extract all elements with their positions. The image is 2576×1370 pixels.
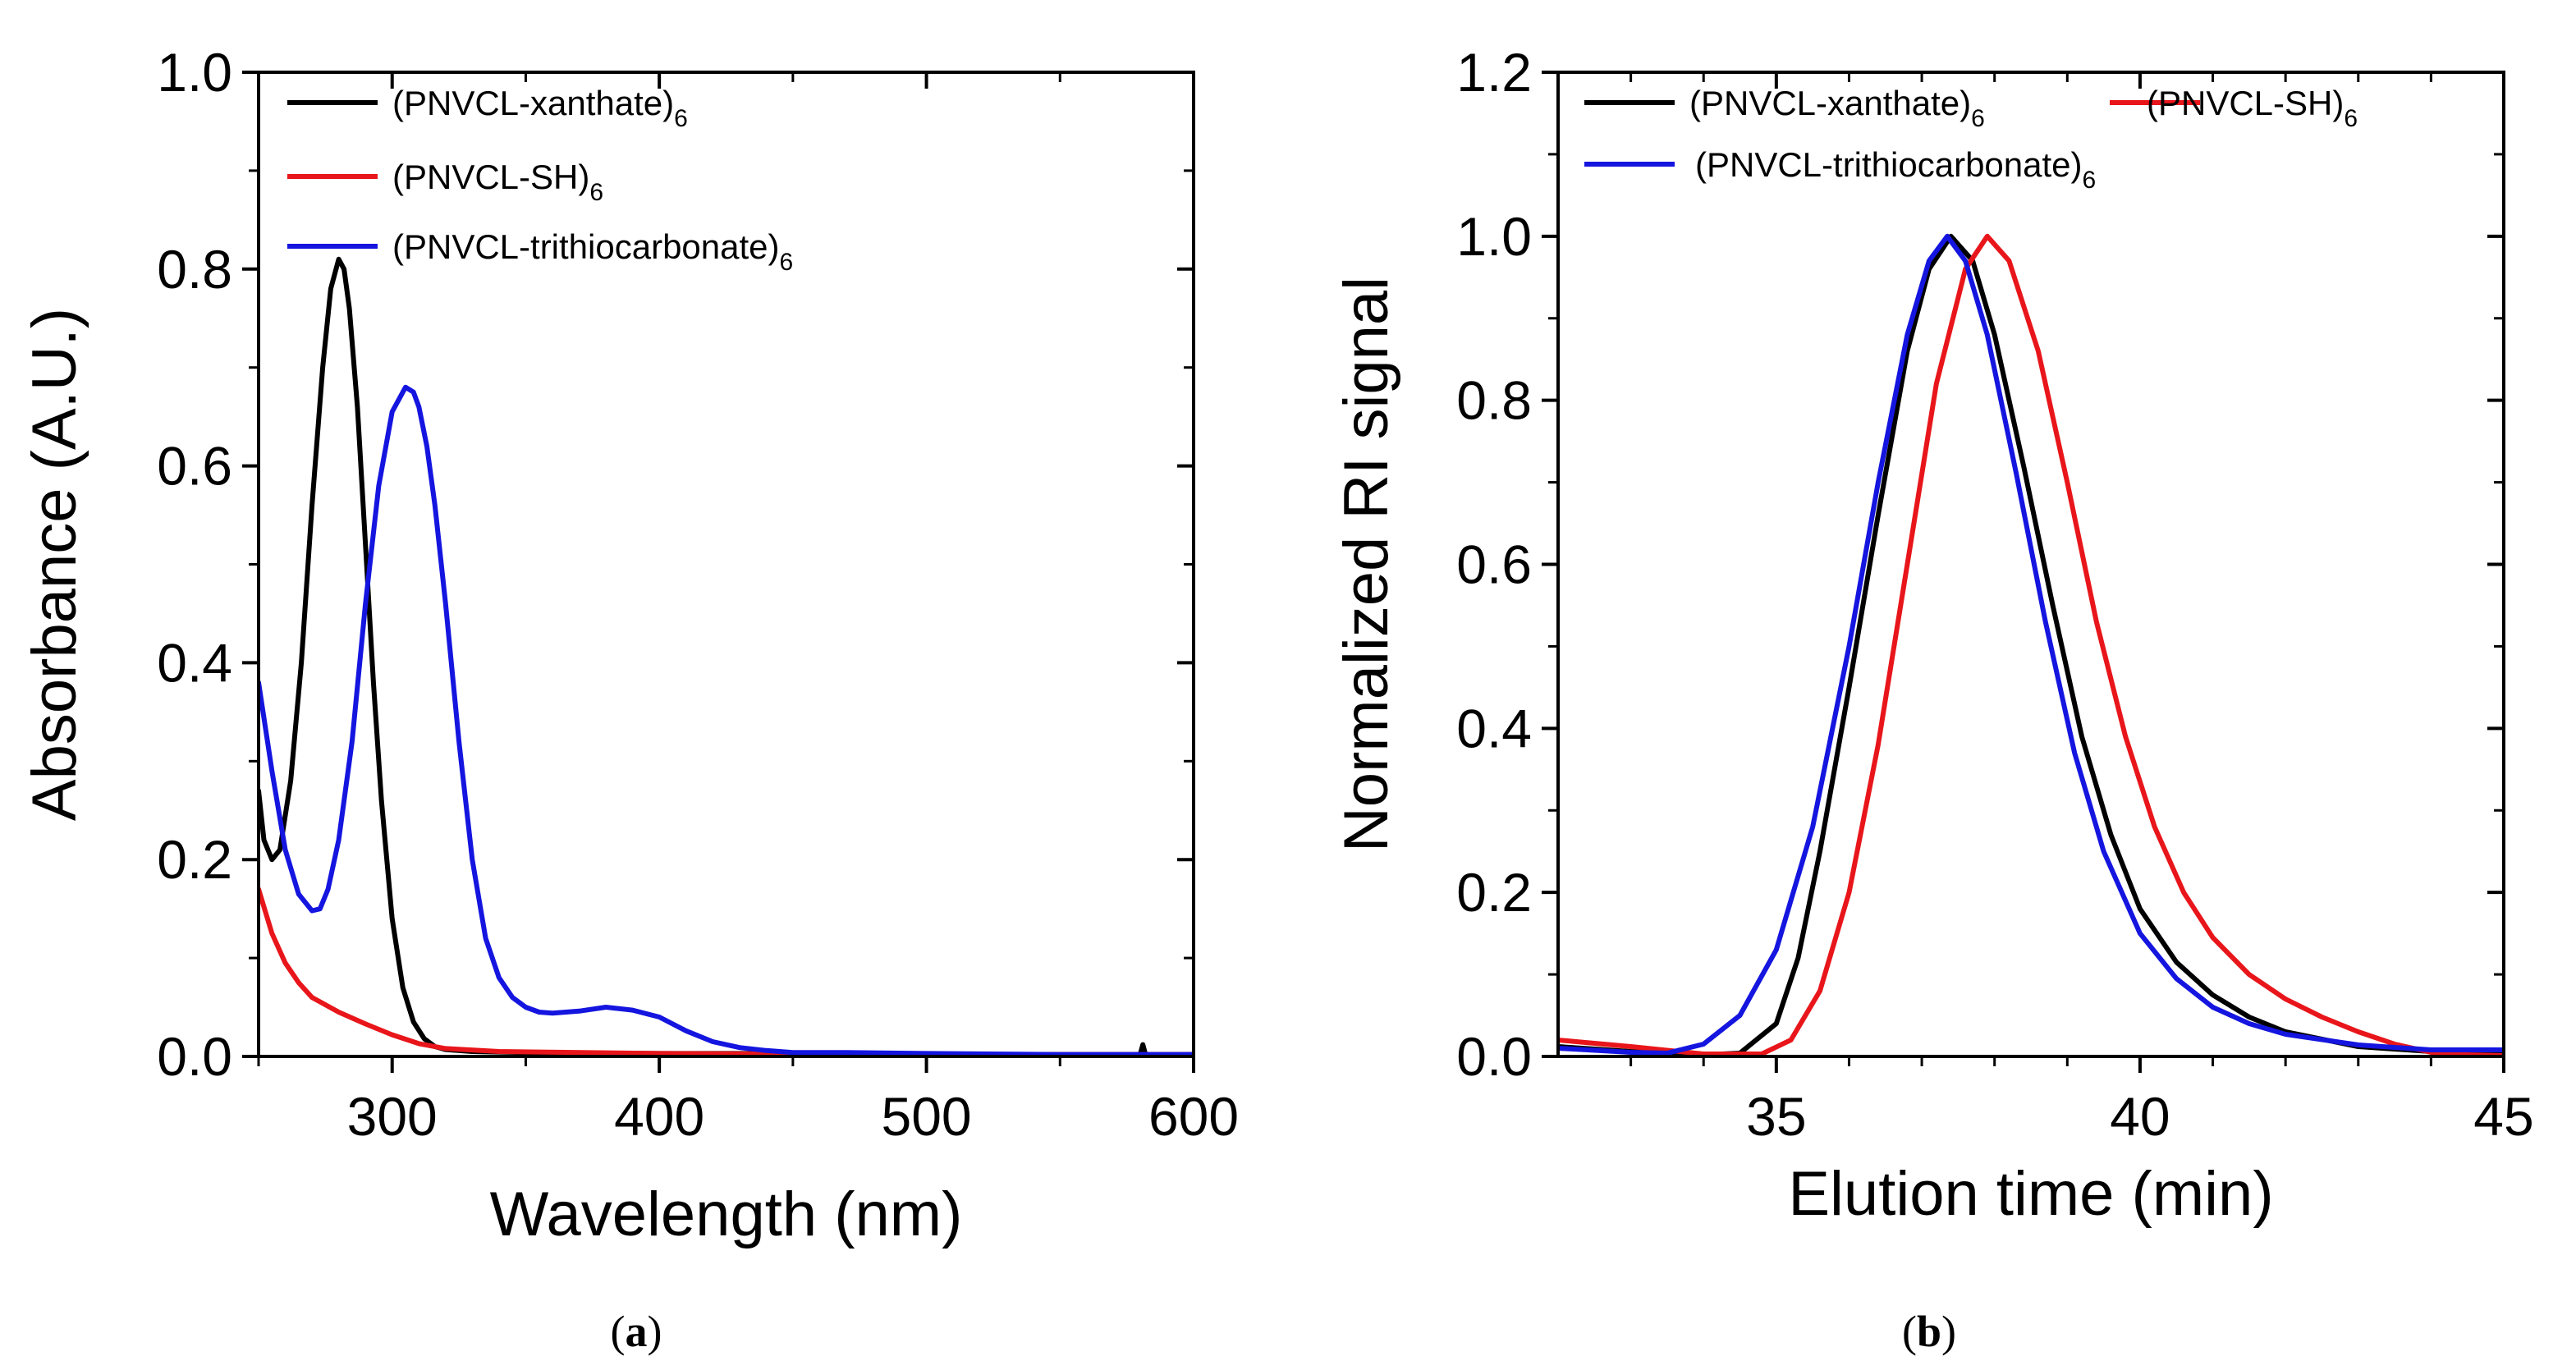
x-axis-title: Elution time (min) [1788,1159,2273,1229]
legend-label-subscript: 6 [589,179,603,206]
x-tick-label: 600 [1148,1086,1239,1147]
legend-label: (PNVCL-SH)6 [2147,84,2358,132]
legend-label-subscript: 6 [2344,105,2358,132]
panel-label-letter: b [1917,1307,1941,1356]
legend-label: (PNVCL-xanthate)6 [392,84,688,132]
legend-label-text: (PNVCL-xanthate) [1689,84,1971,122]
x-tick-label: 500 [882,1086,972,1147]
series-line-1 [259,887,1194,1056]
x-tick-label: 40 [2110,1086,2170,1147]
y-tick-label: 0.2 [1456,862,1532,923]
x-axis-title: Wavelength (nm) [490,1180,963,1249]
legend-label-subscript: 6 [674,105,688,132]
x-tick-label: 35 [1746,1086,1806,1147]
legend-label-text: (PNVCL-SH) [2147,84,2344,122]
plot-frame [1556,71,2505,1058]
y-tick-label: 0.4 [157,632,232,693]
legend-label: (PNVCL-trithiocarbonate)6 [1695,145,2096,194]
series-line-0 [259,256,1194,1056]
panel-label-close: ) [648,1307,662,1356]
y-tick-label: 0.0 [157,1026,232,1087]
y-tick-label: 1.0 [157,42,232,103]
y-axis-title: Normalized RI signal [1332,277,1401,852]
y-tick-label: 1.0 [1456,206,1532,267]
series-line-1 [1558,233,2504,1056]
y-axis-title: Absorbance (A.U.) [20,308,89,821]
series-line-0 [1558,233,2504,1056]
y-tick-label: 0.4 [1456,698,1532,758]
series-line-2 [1558,233,2504,1056]
panel-label-close: ) [1941,1307,1956,1356]
panel-label-open: ( [611,1307,626,1356]
legend-label-text: (PNVCL-trithiocarbonate) [392,227,780,266]
legend-label-subscript: 6 [2083,167,2097,194]
x-tick-label: 300 [347,1086,438,1147]
y-tick-label: 0.0 [1456,1026,1532,1087]
legend-label-subscript: 6 [1971,105,1985,132]
y-tick-label: 0.2 [157,829,232,890]
panel-label: (a) [611,1307,662,1356]
y-tick-label: 0.6 [1456,534,1532,595]
series-line-2 [259,384,1194,1056]
y-tick-label: 1.2 [1456,42,1532,103]
panel-label: (b) [1902,1307,1956,1356]
legend-label-subscript: 6 [780,249,794,276]
plot-frame [257,71,1195,1058]
chart-panel-a: 300 400 500 600 0.0 0.2 0.4 0.6 0.8 1.0 Wavelength… [20,42,1239,1356]
chart-panel-b: 35 40 45 0.0 0.2 0.4 0.6 0.8 1.0 1.2 Elution time … [1332,42,2534,1356]
legend-label: (PNVCL-SH)6 [392,158,603,206]
panel-label-open: ( [1902,1307,1917,1356]
legend-label: (PNVCL-xanthate)6 [1689,84,1985,132]
panel-label-letter: a [626,1307,648,1356]
x-tick-label: 45 [2473,1086,2533,1147]
legend-label-text: (PNVCL-xanthate) [392,84,674,122]
legend-label-text: (PNVCL-trithiocarbonate) [1695,145,2083,184]
y-tick-label: 0.8 [1456,370,1532,431]
y-tick-label: 0.6 [157,436,232,497]
y-tick-label: 0.8 [157,239,232,300]
legend-label: (PNVCL-trithiocarbonate)6 [392,227,793,276]
legend-label-text: (PNVCL-SH) [392,158,589,196]
x-tick-label: 400 [614,1086,704,1147]
